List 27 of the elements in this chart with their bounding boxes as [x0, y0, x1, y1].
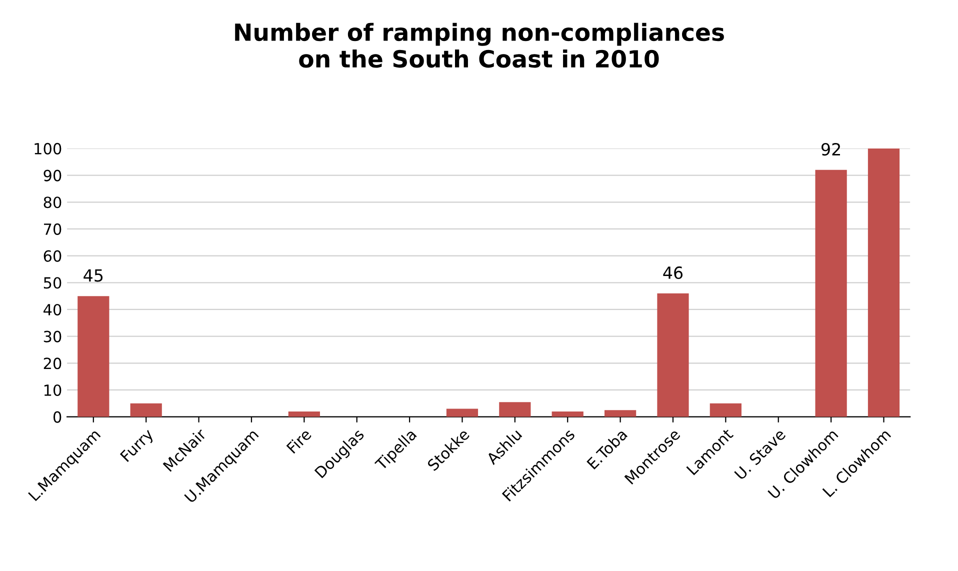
bar: [446, 408, 478, 417]
y-tick-label: 40: [44, 304, 62, 316]
data-label: 45: [84, 269, 103, 282]
bar: [604, 410, 636, 417]
x-tick-label: Fire: [286, 428, 312, 454]
y-tick-label: 60: [44, 250, 62, 262]
y-tick-label: 90: [44, 170, 62, 182]
y-tick-label: 100: [34, 142, 62, 154]
bar: [815, 170, 847, 417]
data-label: 46: [663, 266, 683, 280]
bar: [78, 296, 110, 417]
y-tick-label: 80: [44, 196, 62, 208]
bar: [499, 402, 531, 417]
bar: [868, 148, 900, 417]
bar: [710, 403, 742, 417]
chart-title: Number of ramping non-compliances on the South Coast in 2010: [235, 22, 724, 68]
bar: [552, 411, 584, 417]
y-tick-label: 0: [53, 411, 62, 423]
y-tick-label: 30: [44, 330, 62, 342]
bar: [130, 403, 162, 417]
bar: [288, 411, 320, 417]
y-tick-label: 70: [44, 223, 62, 235]
y-tick-label: 20: [44, 358, 62, 370]
data-label: 92: [822, 142, 840, 156]
y-tick-label: 10: [44, 384, 62, 396]
y-tick-label: 50: [44, 277, 62, 289]
bar: [657, 293, 689, 417]
